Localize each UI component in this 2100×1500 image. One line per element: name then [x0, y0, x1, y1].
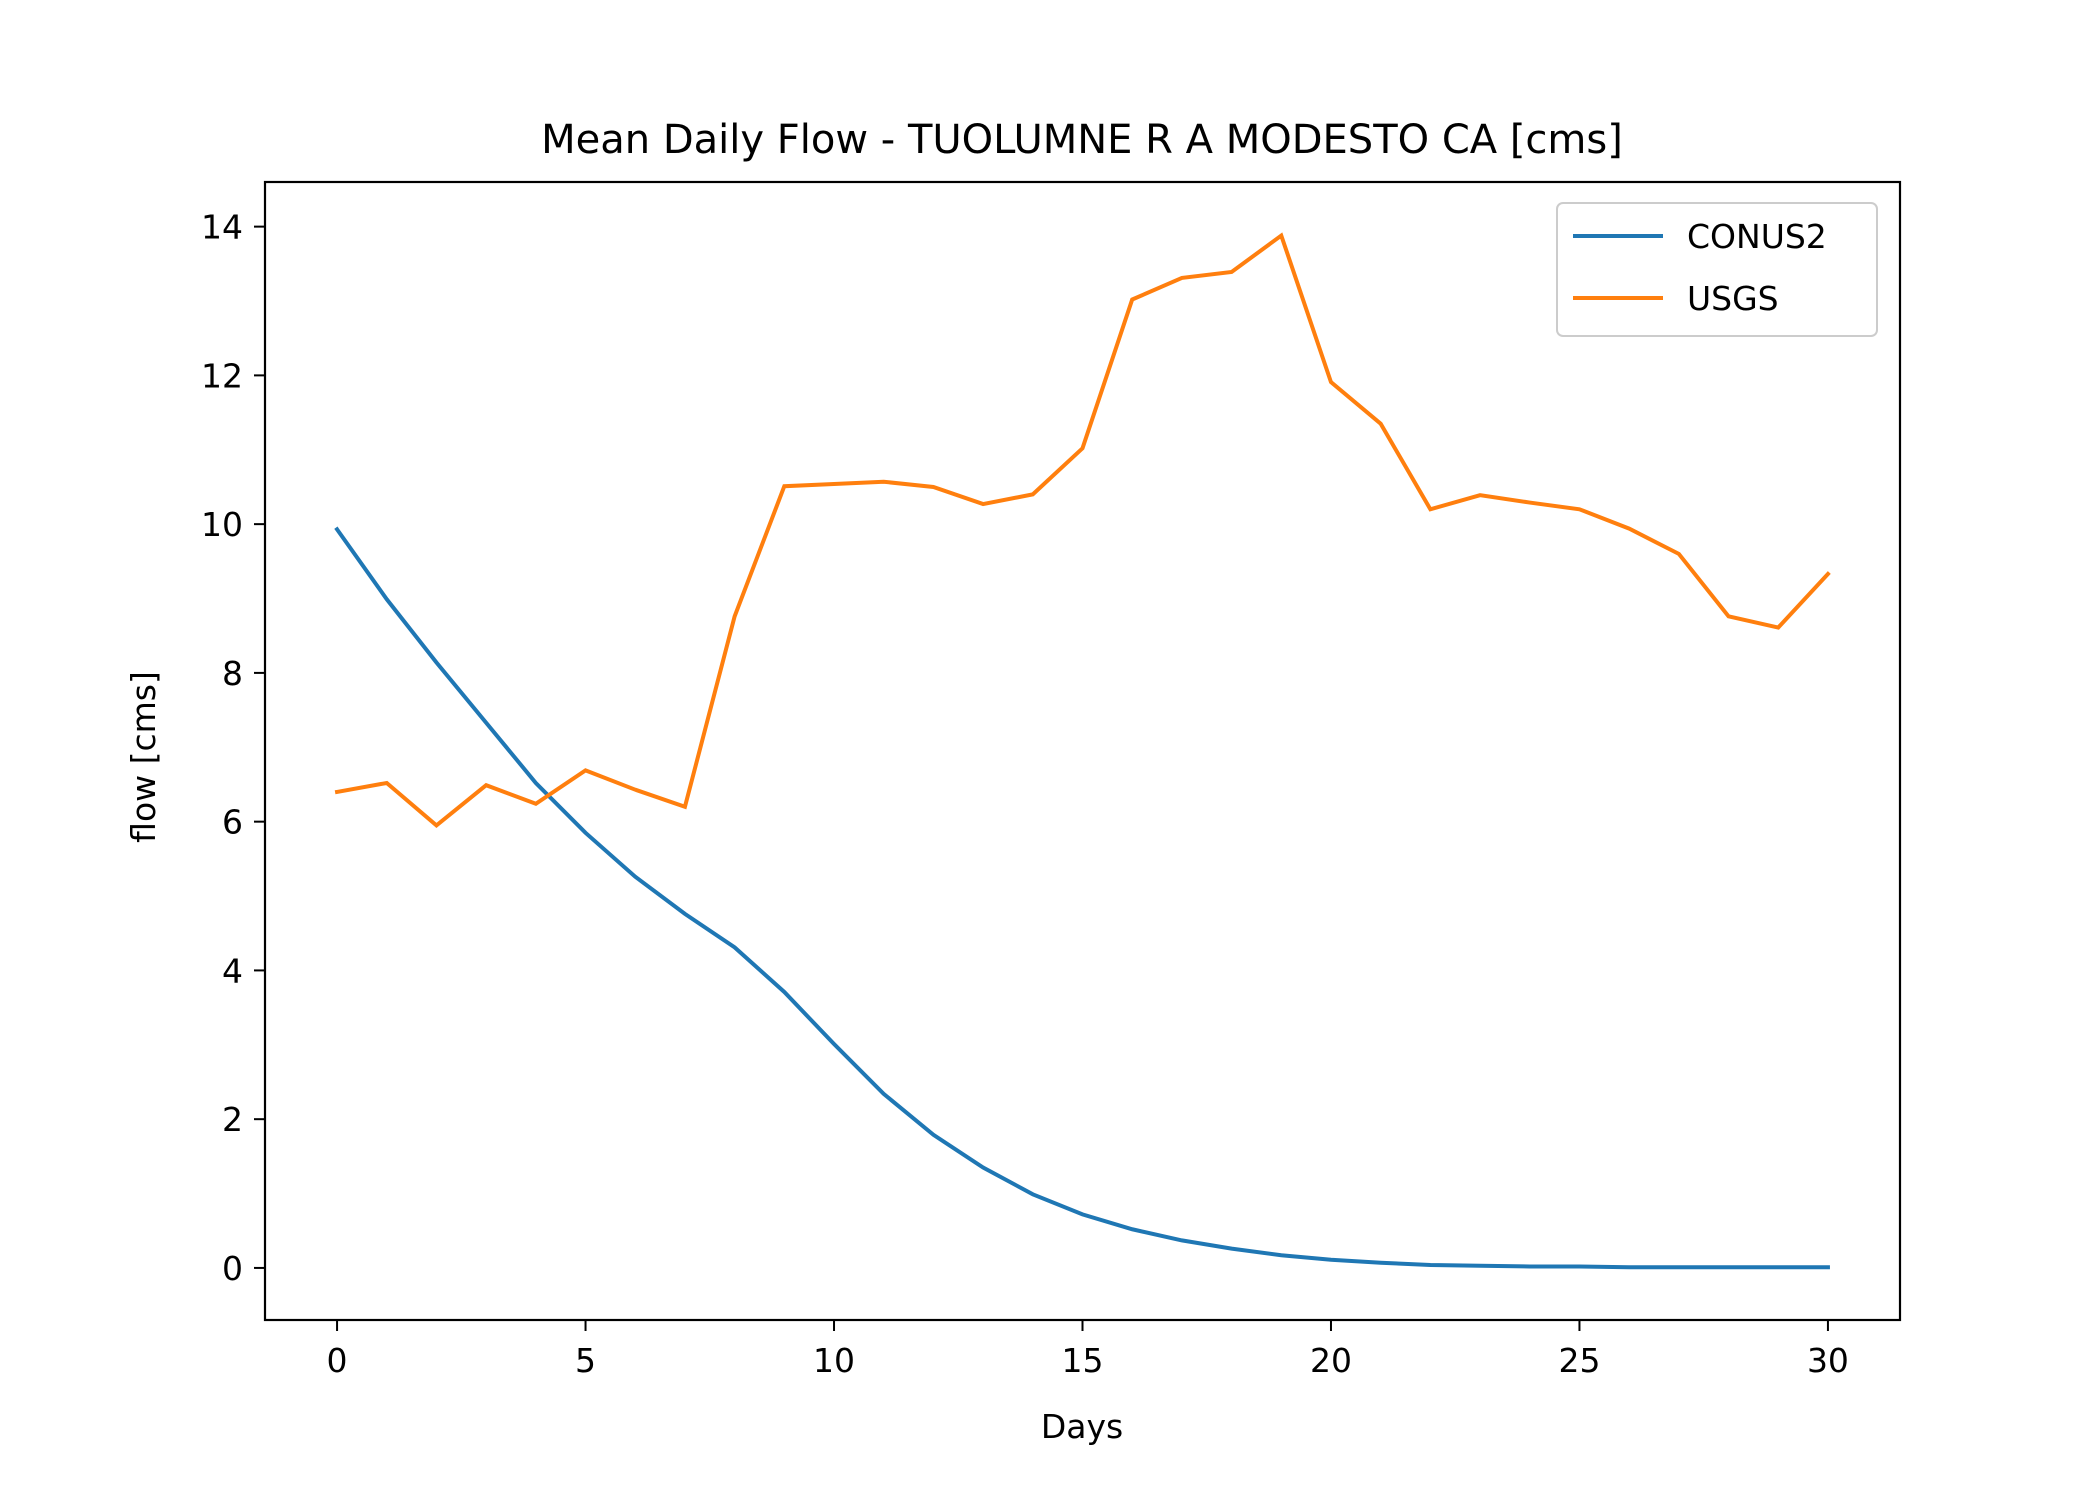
legend-label-usgs: USGS [1687, 279, 1779, 318]
legend: CONUS2 USGS [1556, 202, 1878, 337]
x-tick-label: 20 [1310, 1341, 1352, 1380]
series-line-usgs [334, 232, 1831, 828]
chart-title: Mean Daily Flow - TUOLUMNE R A MODESTO C… [541, 117, 1623, 163]
y-tick-label: 8 [222, 654, 243, 693]
y-tick-label: 2 [222, 1100, 243, 1139]
x-tick-label: 25 [1558, 1341, 1600, 1380]
plot-background [265, 182, 1900, 1320]
y-tick-label: 6 [222, 803, 243, 842]
y-tick-label: 12 [201, 356, 243, 395]
y-tick-label: 10 [201, 505, 243, 544]
x-tick-label: 0 [327, 1341, 348, 1380]
series-line-conus2 [334, 526, 1830, 1270]
x-axis-label: Days [1041, 1407, 1123, 1446]
y-tick-label: 14 [201, 208, 243, 247]
plot-area [263, 180, 1902, 1322]
legend-label-conus2: CONUS2 [1687, 217, 1827, 256]
y-tick-label: 4 [222, 951, 243, 990]
x-tick-label: 15 [1062, 1341, 1104, 1380]
x-tick-label: 10 [813, 1341, 855, 1380]
y-tick-label: 0 [222, 1249, 243, 1288]
x-tick-label: 30 [1807, 1341, 1849, 1380]
y-axis-label: flow [cms] [124, 671, 163, 843]
axis-ticks: 0 5 10 15 20 25 30 0 2 4 6 8 10 12 14 [201, 208, 1849, 1380]
x-tick-label: 5 [575, 1341, 596, 1380]
